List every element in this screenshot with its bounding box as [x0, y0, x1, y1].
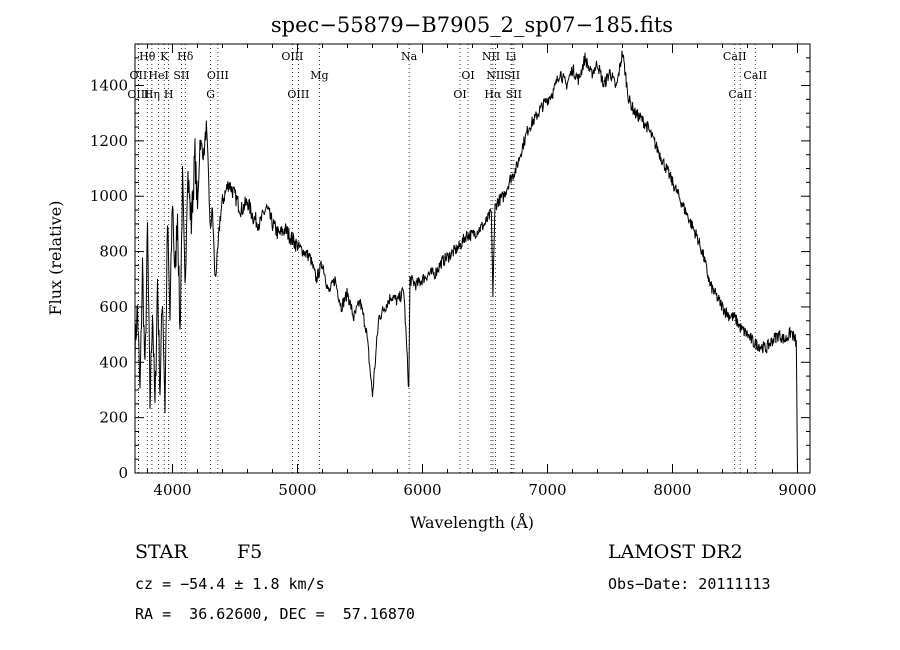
y-tick-label: 200: [99, 409, 128, 427]
line-marker-label-6: OIII: [207, 69, 229, 82]
line-marker-label-13: OIII: [287, 88, 309, 101]
y-tick-label: 1000: [90, 187, 128, 205]
line-marker-label-20: SII: [504, 69, 520, 82]
chart-title: spec−55879−B7905_2_sp07−185.fits: [271, 13, 673, 37]
x-tick-label: 6000: [403, 481, 441, 499]
line-marker-label-21: Hα: [484, 88, 502, 101]
y-tick-label: 1400: [90, 77, 128, 95]
line-marker-label-2: Hδ: [177, 50, 194, 63]
object-subclass: F5: [237, 541, 263, 563]
line-marker-label-10: G: [206, 88, 215, 101]
y-tick-label: 800: [99, 243, 128, 261]
line-marker-label-9: H: [164, 88, 174, 101]
line-marker-label-8: Hη: [144, 88, 160, 101]
line-marker-label-7: OIII: [127, 88, 149, 101]
line-marker-label-23: CaII: [723, 50, 747, 63]
spectrum-series: [134, 50, 798, 474]
observation-date: Obs−Date: 20111113: [608, 575, 771, 593]
line-marker-label-5: SII: [173, 69, 189, 82]
spectrum-line-0: [134, 50, 798, 474]
x-tick-label: 5000: [278, 481, 316, 499]
line-marker-label-3: OII: [130, 69, 148, 82]
y-tick-label: 1200: [90, 132, 128, 150]
line-marker-label-18: Li: [506, 50, 517, 63]
line-marker-label-0: Hθ: [139, 50, 156, 63]
object-class: STAR: [135, 541, 188, 563]
line-marker-label-17: NII: [482, 50, 500, 63]
x-axis-label: Wavelength (Å): [410, 512, 534, 532]
x-tick-label: 8000: [653, 481, 691, 499]
y-axis-label: Flux (relative): [46, 201, 65, 316]
line-marker-label-11: OIII: [281, 50, 303, 63]
x-tick-label: 4000: [153, 481, 191, 499]
y-axis-ticks: 0 200 400 600 800 1000 1200 1400: [90, 57, 810, 482]
line-marker-label-19: NII: [486, 69, 504, 82]
y-tick-label: 600: [99, 298, 128, 316]
line-marker-label-1: K: [160, 50, 169, 63]
line-marker-label-4: HeI: [148, 69, 168, 82]
line-marker-label-14: Na: [401, 50, 418, 63]
y-tick-label: 0: [118, 464, 128, 482]
line-marker-label-22: SII: [506, 88, 522, 101]
line-marker-label-15: OI: [461, 69, 474, 82]
line-marker-label-25: CaII: [728, 88, 752, 101]
line-marker-label-12: Mg: [310, 69, 328, 82]
plot-frame: [134, 43, 811, 474]
x-tick-label: 9000: [778, 481, 816, 499]
x-tick-label: 7000: [528, 481, 566, 499]
line-marker-label-16: OI: [453, 88, 466, 101]
line-marker-label-24: CaII: [743, 69, 767, 82]
redshift-cz: cz = −54.4 ± 1.8 km/s: [135, 575, 325, 593]
x-axis-ticks: 4000 5000 6000 7000 8000 9000: [147, 44, 817, 499]
y-tick-label: 400: [99, 353, 128, 371]
survey-name: LAMOST DR2: [608, 541, 743, 563]
ra-dec-coordinates: RA = 36.62600, DEC = 57.16870: [135, 605, 415, 623]
